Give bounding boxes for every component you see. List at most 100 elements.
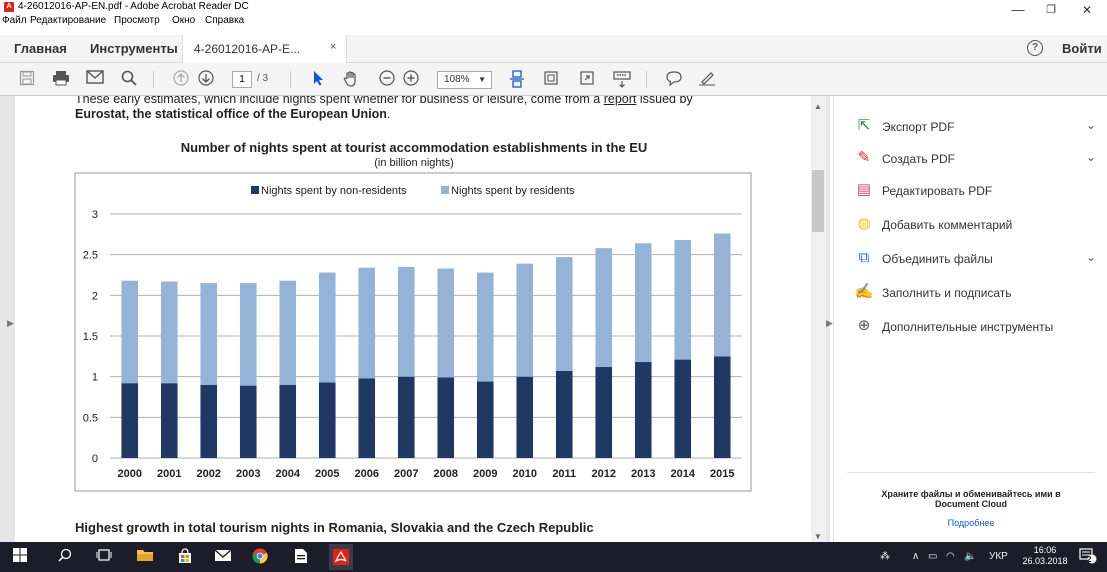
email-icon[interactable] bbox=[85, 70, 105, 88]
x-tick-label: 2008 bbox=[434, 468, 458, 480]
fit-page-icon[interactable] bbox=[507, 70, 527, 88]
fit-width-icon[interactable] bbox=[541, 70, 561, 88]
zoom-dropdown[interactable]: 108% ▼ bbox=[437, 71, 492, 89]
bar-non-residents-2001 bbox=[160, 383, 178, 458]
chevron-down-icon[interactable]: ⌄ bbox=[1086, 150, 1097, 164]
scroll-down-icon[interactable]: ▼ bbox=[814, 532, 822, 541]
tool-label: Дополнительные инструменты bbox=[882, 320, 1054, 334]
signin-button[interactable]: Войти bbox=[1062, 41, 1102, 56]
scrollbar-thumb[interactable] bbox=[812, 170, 824, 232]
search-icon[interactable] bbox=[119, 70, 139, 88]
tool-more-tools[interactable]: ⊕ Дополнительные инструменты bbox=[854, 316, 1104, 338]
zoom-out-icon[interactable] bbox=[377, 70, 397, 88]
x-tick-label: 2009 bbox=[473, 468, 497, 480]
tool-create-pdf[interactable]: ✎ Создать PDF ⌄ bbox=[854, 148, 1104, 170]
tool-label: Создать PDF bbox=[882, 152, 955, 166]
input-language[interactable]: УКР bbox=[989, 551, 1008, 562]
battery-icon[interactable]: ▭ bbox=[928, 551, 938, 562]
save-icon[interactable] bbox=[17, 70, 37, 88]
tab-bar: Главная Инструменты 4-26012016-AP-E... ×… bbox=[0, 35, 1107, 63]
next-page-icon[interactable] bbox=[196, 70, 216, 88]
mail-icon[interactable] bbox=[213, 548, 233, 566]
x-tick-label: 2002 bbox=[197, 468, 221, 480]
chrome-icon[interactable] bbox=[250, 548, 270, 566]
scroll-up-icon[interactable]: ▲ bbox=[814, 102, 822, 111]
bar-residents-2004 bbox=[279, 280, 297, 385]
legend-swatch-residents bbox=[441, 186, 449, 194]
window-title-bar: A 4-26012016-AP-EN.pdf - Adobe Acrobat R… bbox=[0, 0, 1107, 14]
people-icon[interactable]: ⁂ bbox=[880, 551, 890, 562]
menu-window[interactable]: Окно bbox=[172, 15, 196, 26]
y-tick-label: 2 bbox=[92, 290, 98, 302]
document-tab-label: 4-26012016-AP-E... bbox=[194, 42, 301, 56]
tray-expand-icon[interactable]: ∧ bbox=[912, 551, 920, 562]
menu-file[interactable]: Файл bbox=[2, 15, 27, 26]
bar-non-residents-2008 bbox=[437, 377, 455, 458]
comment-icon[interactable] bbox=[664, 70, 684, 88]
store-icon[interactable] bbox=[175, 548, 195, 566]
close-button[interactable]: ✕ bbox=[1081, 3, 1093, 17]
tool-edit-pdf[interactable]: ▤ Редактировать PDF bbox=[854, 180, 1104, 202]
bar-residents-2001 bbox=[160, 281, 178, 384]
close-tab-icon[interactable]: × bbox=[330, 41, 337, 53]
bar-residents-2002 bbox=[200, 283, 218, 385]
hand-tool-icon[interactable] bbox=[341, 70, 361, 88]
y-tick-label: 1.5 bbox=[83, 331, 98, 343]
bar-residents-2006 bbox=[358, 267, 376, 379]
scroll-mode-icon[interactable] bbox=[612, 70, 632, 88]
wifi-icon[interactable]: ◠ bbox=[946, 551, 955, 562]
select-cursor-icon[interactable] bbox=[308, 70, 328, 88]
bar-residents-2003 bbox=[239, 283, 257, 386]
right-panel-toggle-icon[interactable]: ▶ bbox=[826, 318, 833, 328]
menu-view[interactable]: Просмотр bbox=[114, 15, 160, 26]
fullscreen-icon[interactable] bbox=[577, 70, 597, 88]
create-pdf-icon: ✎ bbox=[857, 149, 871, 166]
chart-subtitle: (in billion nights) bbox=[374, 157, 453, 169]
left-panel-toggle-icon[interactable]: ▶ bbox=[7, 318, 14, 328]
windows-taskbar: ⁂ ∧ ▭ ◠ 🔈 УКР 16:06 26.03.2018 2 bbox=[0, 542, 1107, 572]
search-icon[interactable] bbox=[55, 548, 75, 566]
bar-residents-2007 bbox=[397, 266, 415, 377]
help-icon[interactable]: ? bbox=[1027, 40, 1043, 56]
chevron-down-icon[interactable]: ⌄ bbox=[1086, 250, 1097, 264]
tool-label: Добавить комментарий bbox=[882, 218, 1013, 232]
tool-export-pdf[interactable]: ⇱ Экспорт PDF ⌄ bbox=[854, 116, 1104, 138]
x-tick-label: 2015 bbox=[710, 468, 734, 480]
volume-icon[interactable]: 🔈 bbox=[964, 551, 977, 562]
bar-residents-2014 bbox=[674, 240, 692, 360]
bar-residents-2011 bbox=[555, 257, 573, 371]
page-number-input[interactable] bbox=[232, 71, 252, 88]
fill-sign-icon: ✍ bbox=[854, 283, 874, 300]
print-icon[interactable] bbox=[51, 70, 71, 88]
menu-edit[interactable]: Редактирование bbox=[30, 15, 107, 26]
learn-more-link[interactable]: Подробнее bbox=[947, 518, 995, 528]
windows-start-icon[interactable] bbox=[10, 548, 30, 566]
file-explorer-icon[interactable] bbox=[135, 548, 155, 566]
maximize-button[interactable]: ❐ bbox=[1046, 4, 1056, 16]
prev-page-icon[interactable] bbox=[171, 70, 191, 88]
toolbar-separator bbox=[646, 71, 647, 88]
document-app-icon[interactable] bbox=[291, 548, 311, 566]
menu-help[interactable]: Справка bbox=[205, 15, 245, 26]
clock[interactable]: 16:06 26.03.2018 bbox=[1020, 545, 1070, 567]
bar-non-residents-2004 bbox=[279, 384, 297, 458]
tool-comment[interactable]: ◍ Добавить комментарий bbox=[854, 214, 1104, 236]
notifications-icon[interactable]: 2 bbox=[1078, 548, 1098, 566]
chevron-down-icon[interactable]: ⌄ bbox=[1086, 118, 1097, 132]
tool-combine-files[interactable]: ⧉ Объединить файлы ⌄ bbox=[854, 248, 1104, 270]
report-link[interactable]: report bbox=[603, 96, 637, 106]
sign-icon[interactable] bbox=[697, 70, 717, 88]
tool-fill-sign[interactable]: ✍ Заполнить и подписать bbox=[854, 282, 1104, 304]
window-title: 4-26012016-AP-EN.pdf - Adobe Acrobat Rea… bbox=[18, 1, 249, 12]
tab-document[interactable]: 4-26012016-AP-E... × bbox=[182, 35, 347, 63]
minimize-button[interactable]: — bbox=[1011, 2, 1025, 17]
tab-tools[interactable]: Инструменты bbox=[90, 41, 178, 56]
vertical-scrollbar[interactable] bbox=[811, 96, 826, 542]
task-view-icon[interactable] bbox=[94, 548, 114, 566]
legend-label-residents: Nights spent by residents bbox=[451, 185, 575, 197]
chart-legend: Nights spent by non-residents Nights spe… bbox=[251, 185, 575, 197]
tab-home[interactable]: Главная bbox=[14, 41, 67, 56]
zoom-in-icon[interactable] bbox=[401, 70, 421, 88]
export-pdf-icon: ⇱ bbox=[857, 117, 871, 134]
acrobat-taskbar-icon[interactable] bbox=[329, 544, 353, 570]
